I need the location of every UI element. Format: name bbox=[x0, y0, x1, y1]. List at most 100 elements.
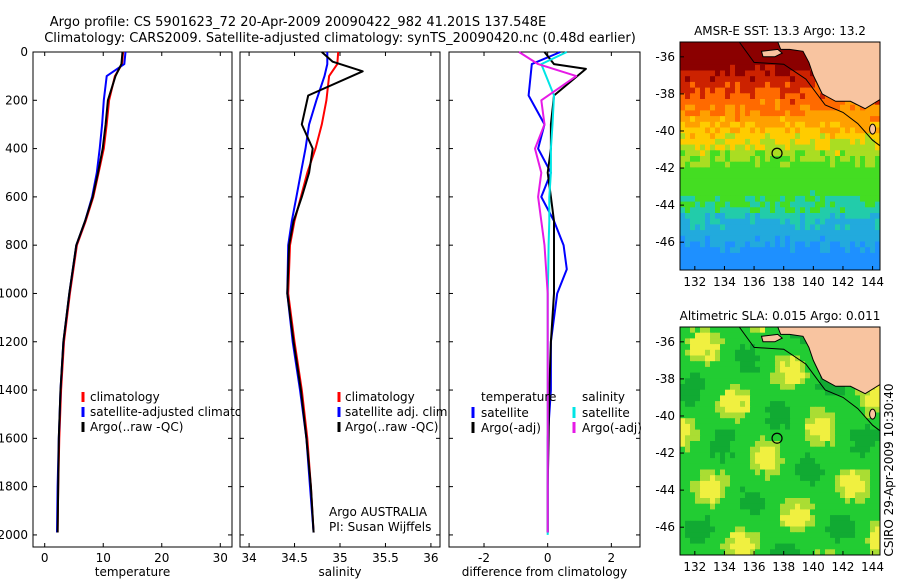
sla-map-cell bbox=[800, 549, 806, 556]
sla-map-cell bbox=[770, 532, 776, 539]
sst-map-cell bbox=[780, 178, 786, 185]
sst-map-cell bbox=[805, 121, 811, 128]
sst-map-cell bbox=[840, 184, 846, 191]
sla-map-cell bbox=[750, 372, 756, 379]
sst-map-cell bbox=[790, 64, 796, 71]
sst-map-cell bbox=[755, 138, 761, 146]
sla-map-cell bbox=[705, 492, 711, 499]
sla-map-cell bbox=[725, 452, 731, 459]
sla-map-cell bbox=[755, 498, 761, 505]
sla-map-cell bbox=[765, 463, 771, 470]
sla-map-cell bbox=[735, 361, 741, 368]
sst-map-cell bbox=[755, 258, 761, 265]
sla-map-cell bbox=[820, 441, 826, 448]
sla-map-cell bbox=[785, 441, 791, 448]
sla-map-cell bbox=[730, 543, 736, 550]
sla-map-cell bbox=[770, 549, 776, 556]
sla-map-cell bbox=[800, 366, 806, 374]
sla-map-cell bbox=[795, 366, 801, 374]
sst-map-cell bbox=[870, 247, 876, 254]
sst-map-cell bbox=[780, 133, 786, 140]
sst-map-cell bbox=[825, 99, 831, 106]
sla-map-title: Altimetric SLA: 0.015 Argo: 0.011 bbox=[680, 309, 881, 323]
sst-map-cell bbox=[690, 156, 696, 163]
sst-map-cell bbox=[845, 230, 851, 237]
sla-map-cell bbox=[770, 384, 776, 391]
sst-map-cell bbox=[870, 104, 876, 111]
sla-map-cell bbox=[780, 480, 786, 488]
sst-map-cell bbox=[740, 53, 746, 60]
sst-map-cell bbox=[745, 195, 751, 203]
sla-map-cell bbox=[725, 492, 731, 499]
sla-map-cell bbox=[790, 349, 796, 356]
sla-map-cell bbox=[685, 395, 691, 402]
sla-map-cell bbox=[810, 418, 816, 425]
sla-map-cell bbox=[760, 532, 766, 539]
sla-map-cell bbox=[770, 395, 776, 402]
sst-map-cell bbox=[830, 99, 836, 106]
sst-map-cell bbox=[805, 178, 811, 185]
sst-map-cell bbox=[745, 230, 751, 237]
sla-map-cell bbox=[710, 406, 716, 413]
sla-map-cell bbox=[730, 475, 736, 482]
sst-map-cell bbox=[755, 70, 761, 77]
sla-map-cell bbox=[820, 498, 826, 505]
sst-map-cell bbox=[740, 121, 746, 128]
sla-map-cell bbox=[800, 537, 806, 545]
sst-map-cell bbox=[720, 190, 726, 197]
sla-map-cell bbox=[710, 384, 716, 391]
sla-map-cell bbox=[870, 498, 876, 505]
sst-map-cell bbox=[705, 195, 711, 203]
sst-map-cell bbox=[695, 64, 701, 71]
sla-map-cell bbox=[745, 469, 751, 476]
sst-map-cell bbox=[720, 99, 726, 106]
sst-map-cell bbox=[780, 47, 786, 54]
sla-map-cell bbox=[785, 423, 791, 431]
sla-map-cell bbox=[845, 384, 851, 391]
sla-map-cell bbox=[710, 469, 716, 476]
sst-map-cell bbox=[750, 121, 756, 128]
sla-map-cell bbox=[800, 395, 806, 402]
sst-map-cell bbox=[810, 252, 816, 260]
sla-map-cell bbox=[845, 395, 851, 402]
sst-map-cell bbox=[745, 138, 751, 146]
sla-map-cell bbox=[730, 503, 736, 510]
sst-map-cell bbox=[820, 167, 826, 174]
sla-map-cell bbox=[770, 389, 776, 396]
sla-map-cell bbox=[850, 475, 856, 482]
sst-map-cell bbox=[795, 230, 801, 237]
sst-map-cell bbox=[685, 87, 691, 94]
sst-map-cell bbox=[750, 87, 756, 94]
sst-map-cell bbox=[715, 150, 721, 157]
sst-map-cell bbox=[865, 258, 871, 265]
sst-map-cell bbox=[750, 190, 756, 197]
sla-map-cell bbox=[875, 549, 881, 556]
sla-map-cell bbox=[820, 475, 826, 482]
sst-map-cell bbox=[790, 218, 796, 225]
sst-map-cell bbox=[835, 110, 841, 117]
sst-map-cell bbox=[730, 144, 736, 151]
sla-map-cell bbox=[680, 418, 686, 425]
sla-map-cell bbox=[730, 349, 736, 356]
sla-map-cell bbox=[700, 446, 706, 453]
sst-map-cell bbox=[710, 76, 716, 83]
sst-map-cell bbox=[690, 258, 696, 265]
sla-map-cell bbox=[795, 492, 801, 499]
sla-map-cell bbox=[760, 503, 766, 510]
sla-map-cell bbox=[755, 423, 761, 431]
sla-map-cell bbox=[860, 492, 866, 499]
sst-map-cell bbox=[855, 116, 861, 123]
sst-map-cell bbox=[795, 201, 801, 208]
sst-map-cell bbox=[705, 138, 711, 146]
sst-map-cell bbox=[850, 184, 856, 191]
sla-map-cell bbox=[830, 480, 836, 488]
sst-map-cell bbox=[705, 144, 711, 151]
sst-map-cell bbox=[685, 104, 691, 111]
sla-map-cell bbox=[865, 395, 871, 402]
sla-map-cell bbox=[850, 418, 856, 425]
sla-map-cell bbox=[735, 372, 741, 379]
depth-tick-label: 600 bbox=[5, 190, 28, 204]
sla-map-cell bbox=[735, 503, 741, 510]
sla-map-cell bbox=[695, 406, 701, 413]
sst-map-cell bbox=[760, 64, 766, 71]
